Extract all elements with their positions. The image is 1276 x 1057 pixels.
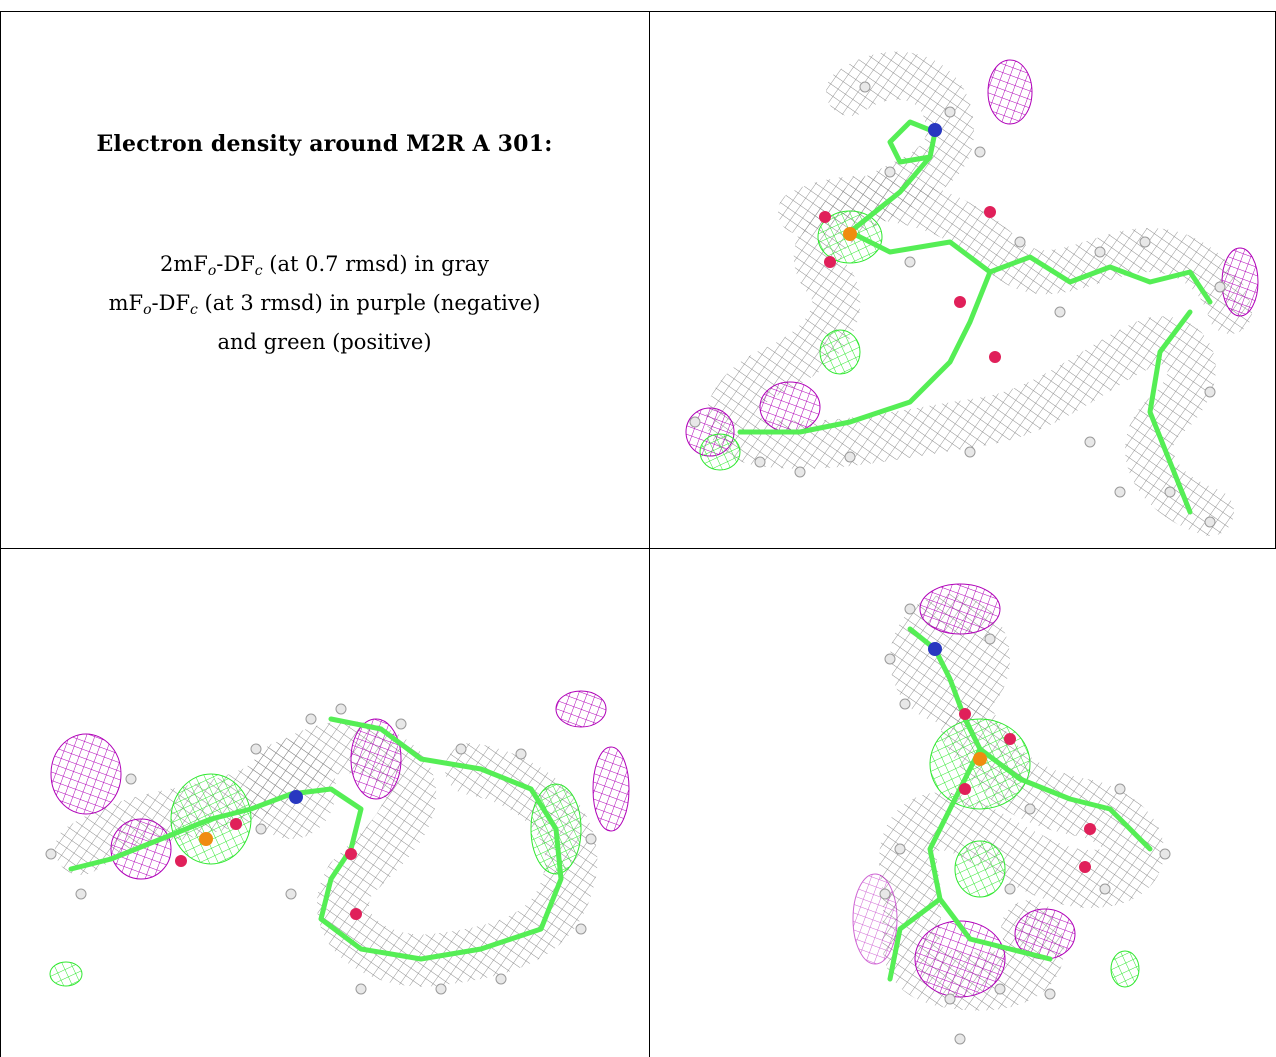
figure-heading: Electron density around M2R A 301: bbox=[96, 131, 553, 157]
legend-2fofc-mid: -DF bbox=[216, 252, 255, 276]
ligand-density-view-icon bbox=[685, 51, 1259, 536]
grid-top-border bbox=[0, 11, 1276, 12]
ligand-density-view-icon bbox=[45, 690, 630, 995]
legend-2fofc-tail: (at 0.7 rmsd) in gray bbox=[262, 252, 490, 276]
map-legend: 2mFo-DFc (at 0.7 rmsd) in gray mFo-DFc (… bbox=[0, 248, 649, 358]
density-view-bottom-left bbox=[1, 549, 649, 1057]
grid-middle-border bbox=[0, 548, 1276, 549]
legend-fofc-c-sub: c bbox=[190, 302, 198, 318]
legend-line-2fofc: 2mFo-DFc (at 0.7 rmsd) in gray bbox=[0, 248, 649, 287]
legend-2fofc-o-sub: o bbox=[207, 263, 217, 279]
grid-left-border bbox=[0, 11, 1, 1057]
ligand-density-view-icon bbox=[852, 583, 1171, 1045]
legend-fofc-tail: (at 3 rmsd) in purple (negative) bbox=[197, 291, 541, 315]
legend-line-fofc: mFo-DFc (at 3 rmsd) in purple (negative) bbox=[0, 287, 649, 326]
legend-panel: Electron density around M2R A 301: 2mFo-… bbox=[0, 11, 649, 548]
legend-fofc-o-sub: o bbox=[143, 302, 152, 318]
legend-fofc-mid: -DF bbox=[151, 291, 191, 315]
legend-2fofc-c-sub: c bbox=[254, 263, 263, 279]
legend-2fofc-lead: 2mF bbox=[159, 252, 208, 276]
density-view-bottom-right bbox=[650, 549, 1276, 1057]
density-view-top-right bbox=[650, 12, 1275, 548]
legend-line-colors: and green (positive) bbox=[217, 330, 432, 354]
legend-fofc-lead: mF bbox=[108, 291, 144, 315]
grid-center-divider bbox=[649, 11, 650, 1057]
